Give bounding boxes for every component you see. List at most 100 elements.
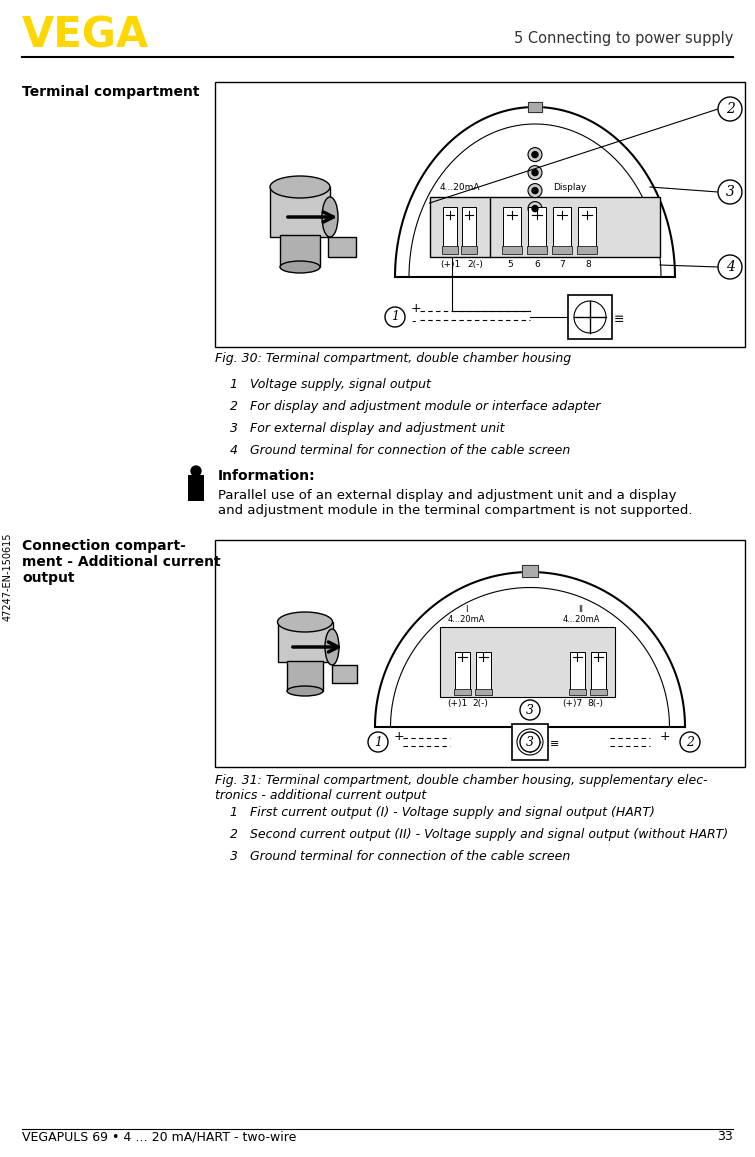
Circle shape	[528, 184, 542, 198]
Bar	[280, 235, 320, 267]
Bar	[475, 690, 492, 695]
Text: Display: Display	[553, 183, 587, 192]
Text: ≡: ≡	[614, 312, 624, 325]
Text: Fig. 30: Terminal compartment, double chamber housing: Fig. 30: Terminal compartment, double ch…	[215, 352, 571, 364]
Text: Fig. 31: Terminal compartment, double chamber housing, supplementary elec-
troni: Fig. 31: Terminal compartment, double ch…	[215, 774, 707, 802]
Circle shape	[718, 97, 742, 121]
Circle shape	[680, 732, 700, 752]
Text: +: +	[411, 302, 421, 316]
Bar	[503, 207, 521, 249]
Text: 8: 8	[585, 260, 591, 268]
Bar	[528, 102, 542, 112]
Circle shape	[528, 148, 542, 162]
Text: 33: 33	[717, 1130, 733, 1143]
Text: 2: 2	[726, 102, 735, 116]
Text: 2   For display and adjustment module or interface adapter: 2 For display and adjustment module or i…	[230, 400, 600, 413]
Bar	[430, 197, 660, 257]
Text: -: -	[411, 316, 415, 329]
Bar	[287, 661, 323, 691]
Text: 4: 4	[726, 260, 735, 274]
Circle shape	[520, 700, 540, 720]
Text: 2: 2	[686, 736, 694, 749]
Bar	[454, 690, 471, 695]
Bar	[553, 207, 571, 249]
Text: 4   Ground terminal for connection of the cable screen: 4 Ground terminal for connection of the …	[230, 444, 570, 457]
Text: +: +	[394, 730, 405, 744]
Text: 47247-EN-150615: 47247-EN-150615	[3, 532, 13, 621]
Circle shape	[368, 732, 388, 752]
Text: Parallel use of an external display and adjustment unit and a display
and adjust: Parallel use of an external display and …	[218, 489, 692, 517]
Bar	[188, 476, 204, 501]
Text: 3: 3	[526, 703, 534, 716]
Bar	[328, 237, 356, 257]
Text: (+)1: (+)1	[440, 260, 460, 268]
Text: 3   For external display and adjustment unit: 3 For external display and adjustment un…	[230, 422, 504, 435]
Bar	[462, 207, 476, 249]
Ellipse shape	[270, 176, 330, 198]
Text: 2   Second current output (II) - Voltage supply and signal output (without HART): 2 Second current output (II) - Voltage s…	[230, 828, 728, 841]
Text: 2(-): 2(-)	[467, 260, 483, 268]
Bar	[502, 246, 522, 255]
Bar	[440, 627, 615, 697]
Bar	[455, 653, 470, 692]
Text: 3   Ground terminal for connection of the cable screen: 3 Ground terminal for connection of the …	[230, 850, 570, 863]
Text: 5 Connecting to power supply: 5 Connecting to power supply	[513, 31, 733, 46]
Bar	[270, 187, 330, 237]
Text: Information:: Information:	[218, 469, 316, 482]
Circle shape	[528, 201, 542, 215]
Text: 7: 7	[559, 260, 565, 268]
Bar	[522, 565, 538, 577]
Bar	[278, 622, 333, 662]
Bar	[577, 246, 597, 255]
Text: I
4...20mA: I 4...20mA	[447, 605, 485, 624]
Circle shape	[532, 152, 538, 157]
Bar	[461, 246, 477, 255]
Text: ≡: ≡	[550, 739, 559, 749]
Bar	[215, 540, 745, 767]
Circle shape	[532, 206, 538, 212]
Text: (+)7: (+)7	[562, 699, 582, 708]
Text: II
4...20mA: II 4...20mA	[562, 605, 599, 624]
Bar	[590, 690, 607, 695]
Text: Connection compart-
ment - Additional current
output: Connection compart- ment - Additional cu…	[22, 539, 220, 585]
Text: (+)1: (+)1	[447, 699, 467, 708]
Bar	[569, 690, 586, 695]
Text: 2(-): 2(-)	[472, 699, 488, 708]
Text: +: +	[660, 730, 670, 744]
Circle shape	[718, 255, 742, 279]
Circle shape	[520, 732, 540, 752]
Text: 6: 6	[534, 260, 540, 268]
Text: 8(-): 8(-)	[587, 699, 603, 708]
Bar	[591, 653, 606, 692]
Bar	[512, 724, 548, 760]
Bar	[528, 102, 542, 112]
Bar	[522, 565, 538, 577]
Text: Terminal compartment: Terminal compartment	[22, 84, 199, 100]
Text: 1   Voltage supply, signal output: 1 Voltage supply, signal output	[230, 378, 431, 391]
Bar	[528, 207, 546, 249]
Circle shape	[191, 466, 201, 476]
Text: 3: 3	[726, 185, 735, 199]
Circle shape	[385, 307, 405, 327]
Bar	[552, 246, 572, 255]
Text: 1: 1	[391, 310, 399, 324]
Ellipse shape	[325, 629, 339, 665]
Bar	[570, 653, 585, 692]
Text: 1   First current output (I) - Voltage supply and signal output (HART): 1 First current output (I) - Voltage sup…	[230, 806, 655, 819]
Ellipse shape	[287, 686, 323, 697]
Circle shape	[528, 165, 542, 179]
Text: VEGAPULS 69 • 4 … 20 mA/HART - two-wire: VEGAPULS 69 • 4 … 20 mA/HART - two-wire	[22, 1130, 297, 1143]
Text: VEGA: VEGA	[22, 14, 149, 56]
Bar	[442, 246, 458, 255]
Ellipse shape	[278, 612, 332, 632]
Bar	[215, 82, 745, 347]
Bar	[443, 207, 457, 249]
Text: 4...20mA: 4...20mA	[439, 183, 480, 192]
Text: 1: 1	[374, 736, 382, 749]
Ellipse shape	[322, 197, 338, 237]
Ellipse shape	[280, 261, 320, 273]
Circle shape	[532, 187, 538, 193]
Bar	[578, 207, 596, 249]
Bar	[527, 246, 547, 255]
Bar	[568, 295, 612, 339]
